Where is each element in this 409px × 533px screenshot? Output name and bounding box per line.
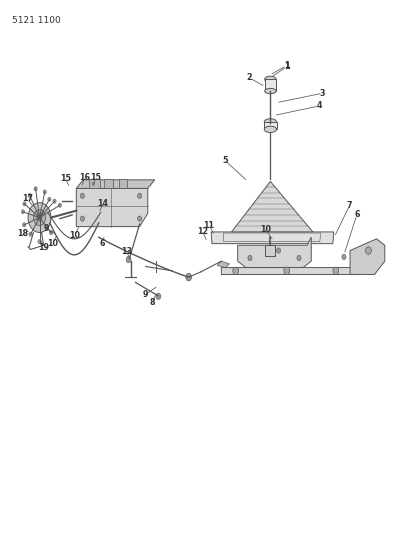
Polygon shape	[217, 261, 229, 268]
Text: 1: 1	[283, 61, 289, 70]
Text: 5121 1100: 5121 1100	[12, 15, 61, 25]
Ellipse shape	[264, 88, 275, 94]
Circle shape	[28, 193, 31, 198]
Text: 13: 13	[121, 247, 132, 256]
Text: 6: 6	[99, 239, 105, 248]
Text: 18: 18	[18, 229, 29, 238]
Circle shape	[29, 232, 32, 236]
Text: P: P	[92, 182, 94, 187]
Text: 17: 17	[22, 194, 33, 203]
Circle shape	[137, 193, 142, 198]
Text: 14: 14	[97, 199, 108, 208]
Bar	[264, 79, 275, 91]
Circle shape	[155, 293, 160, 300]
Circle shape	[276, 248, 280, 253]
Circle shape	[137, 216, 142, 221]
Text: 16: 16	[79, 173, 90, 182]
Circle shape	[332, 267, 338, 274]
Bar	[264, 122, 276, 130]
Circle shape	[33, 209, 45, 225]
Text: 9: 9	[143, 289, 148, 298]
Polygon shape	[221, 245, 374, 274]
Polygon shape	[237, 237, 310, 268]
Text: 9: 9	[44, 224, 49, 233]
Polygon shape	[211, 232, 333, 244]
Bar	[119, 179, 127, 188]
Text: 3: 3	[319, 88, 325, 98]
Ellipse shape	[264, 126, 276, 133]
Text: 5: 5	[221, 156, 227, 165]
Text: 15: 15	[60, 174, 71, 183]
Polygon shape	[227, 181, 317, 237]
Bar	[104, 179, 113, 188]
Ellipse shape	[264, 119, 276, 125]
Circle shape	[21, 209, 25, 214]
Text: 8: 8	[149, 298, 154, 307]
Text: 7: 7	[346, 201, 352, 210]
Circle shape	[232, 267, 238, 274]
Circle shape	[365, 247, 371, 254]
Text: 10: 10	[47, 239, 58, 248]
Circle shape	[185, 273, 191, 281]
Circle shape	[53, 199, 56, 203]
Circle shape	[37, 214, 42, 221]
Text: 10: 10	[69, 231, 79, 240]
Text: 19: 19	[38, 244, 49, 253]
Circle shape	[28, 203, 51, 232]
Ellipse shape	[264, 76, 275, 83]
Circle shape	[296, 255, 300, 261]
Circle shape	[247, 255, 252, 261]
Text: 12: 12	[196, 228, 208, 237]
Bar	[89, 179, 99, 188]
Circle shape	[22, 223, 26, 227]
Polygon shape	[76, 188, 147, 227]
Circle shape	[47, 197, 51, 201]
Polygon shape	[349, 239, 384, 274]
Bar	[265, 245, 274, 256]
Text: 1: 1	[283, 62, 289, 71]
Circle shape	[341, 254, 345, 260]
Circle shape	[80, 193, 84, 198]
Text: 15: 15	[90, 173, 101, 182]
Circle shape	[49, 230, 53, 235]
Polygon shape	[76, 180, 154, 188]
Circle shape	[23, 202, 26, 206]
Text: 4: 4	[316, 101, 321, 110]
Circle shape	[126, 256, 131, 263]
Circle shape	[34, 187, 37, 191]
Text: 11: 11	[203, 221, 214, 230]
Circle shape	[38, 239, 41, 244]
Circle shape	[283, 267, 289, 274]
Circle shape	[43, 190, 46, 194]
Circle shape	[80, 216, 84, 221]
Text: 10: 10	[259, 225, 270, 234]
Text: 6: 6	[353, 210, 359, 219]
Circle shape	[58, 203, 61, 207]
Text: 2: 2	[246, 73, 251, 82]
